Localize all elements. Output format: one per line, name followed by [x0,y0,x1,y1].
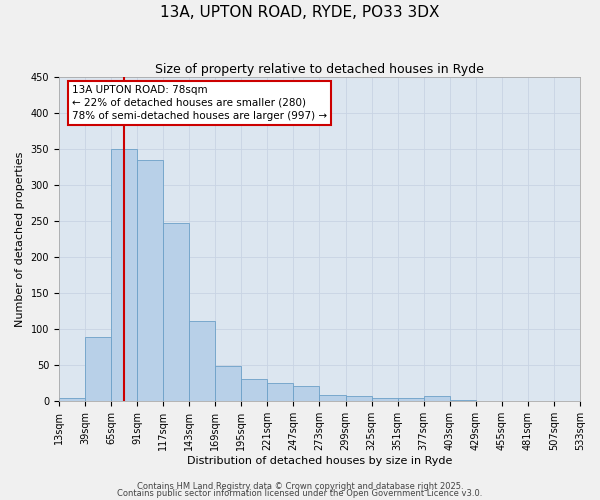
Bar [450,400,476,402]
Bar [268,384,293,402]
Bar [111,149,137,402]
Bar [424,396,450,402]
Bar [241,379,268,402]
Bar [502,400,528,402]
Title: Size of property relative to detached houses in Ryde: Size of property relative to detached ho… [155,62,484,76]
Bar [346,396,371,402]
Bar [398,398,424,402]
Bar [476,400,502,402]
Y-axis label: Number of detached properties: Number of detached properties [15,152,25,326]
Bar [528,400,554,402]
Bar [293,386,319,402]
Bar [85,337,111,402]
Bar [554,400,580,402]
Text: 13A, UPTON ROAD, RYDE, PO33 3DX: 13A, UPTON ROAD, RYDE, PO33 3DX [160,5,440,20]
Bar [59,398,85,402]
Text: 13A UPTON ROAD: 78sqm
← 22% of detached houses are smaller (280)
78% of semi-det: 13A UPTON ROAD: 78sqm ← 22% of detached … [72,85,327,121]
Bar [215,366,241,402]
Bar [189,320,215,402]
Text: Contains HM Land Registry data © Crown copyright and database right 2025.: Contains HM Land Registry data © Crown c… [137,482,463,491]
X-axis label: Distribution of detached houses by size in Ryde: Distribution of detached houses by size … [187,456,452,466]
Bar [163,223,189,402]
Text: Contains public sector information licensed under the Open Government Licence v3: Contains public sector information licen… [118,489,482,498]
Bar [319,395,346,402]
Bar [371,398,398,402]
Bar [137,160,163,402]
